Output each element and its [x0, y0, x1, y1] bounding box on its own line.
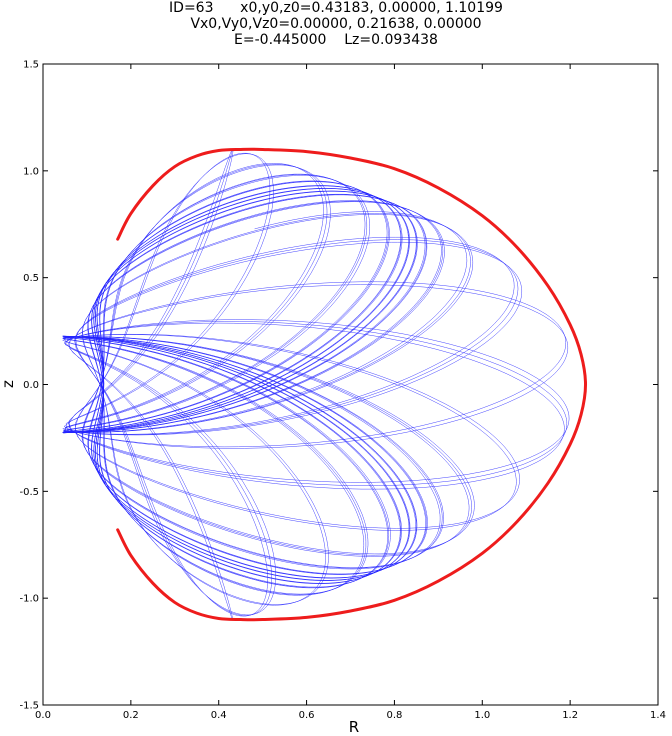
boundary-curve	[116, 147, 588, 622]
x-tick-label: 0.0	[35, 710, 51, 721]
x-tick-label: 0.4	[211, 710, 227, 721]
x-tick-label: 0.2	[123, 710, 139, 721]
y-tick-label: 1.5	[23, 60, 39, 71]
x-tick-label: 1.2	[562, 710, 578, 721]
x-tick-label: 1.4	[650, 710, 666, 721]
y-tick-label: -0.5	[19, 487, 39, 498]
axis-ticks: 0.0 0.2 0.4 0.6 0.8 1.0 1.2 1.4 1.5 1.0 0.5 0.0 -0.5…	[19, 60, 665, 722]
y-tick-label: -1.0	[19, 594, 39, 605]
y-tick-label: 1.0	[23, 166, 39, 177]
x-axis-label: R	[349, 718, 359, 736]
plot-title-line-1: ID=63 x0,y0,z0=0.43183, 0.00000, 1.10199	[169, 0, 503, 16]
orbit-trajectory	[61, 148, 570, 621]
y-axis-label: z	[0, 380, 17, 388]
y-tick-label: 0.5	[23, 273, 39, 284]
zero-velocity-boundary	[116, 147, 588, 622]
plot-title-line-2: Vx0,Vy0,Vz0=0.00000, 0.21638, 0.00000	[190, 16, 482, 32]
x-tick-label: 0.6	[299, 710, 315, 721]
orbit-series	[61, 148, 570, 621]
x-tick-label: 1.0	[474, 710, 490, 721]
x-tick-label: 0.8	[386, 710, 402, 721]
y-tick-label: 0.0	[23, 380, 39, 391]
y-tick-label: -1.5	[19, 701, 39, 712]
plot-frame	[42, 63, 659, 706]
plot-title-line-3: E=-0.445000 Lz=0.093438	[234, 32, 438, 48]
